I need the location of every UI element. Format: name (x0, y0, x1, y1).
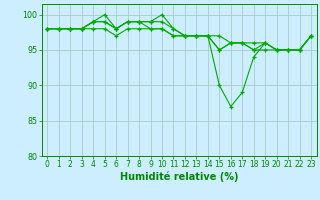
X-axis label: Humidité relative (%): Humidité relative (%) (120, 172, 238, 182)
